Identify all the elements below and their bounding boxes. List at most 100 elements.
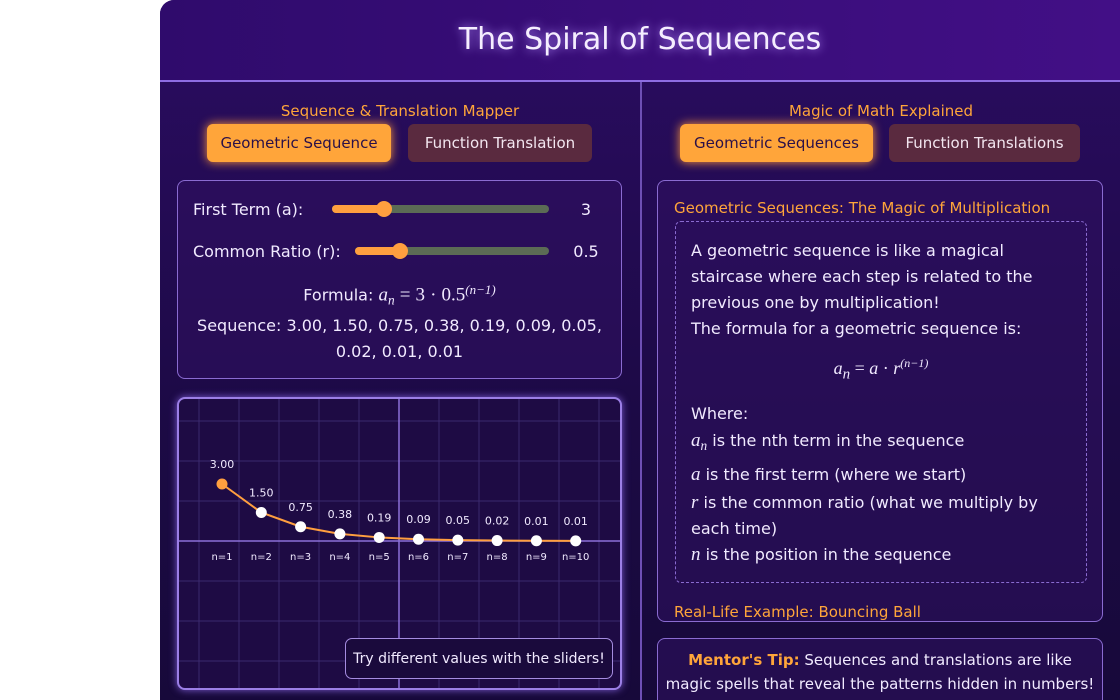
tip: Mentor's Tip: Sequences and translations… — [665, 648, 1095, 696]
sequence-term: 0.09 — [515, 316, 552, 335]
def-text: is the position in the sequence — [705, 545, 952, 565]
tab[interactable]: Geometric Sequences — [680, 124, 873, 162]
formula-symbol: a — [378, 284, 388, 306]
explainer-heading: Geometric Sequences: The Magic of Multip… — [674, 199, 1051, 217]
sequence-term: 0.19 — [469, 316, 506, 335]
value-label: 0.75 — [288, 501, 313, 514]
slider-fill — [355, 247, 400, 255]
value-label: 3.00 — [210, 458, 235, 471]
point — [530, 535, 542, 547]
def-symbol: a — [691, 430, 701, 451]
point — [295, 521, 307, 533]
slider-knob[interactable] — [376, 201, 392, 217]
def-text: is the nth term in the sequence — [712, 431, 965, 450]
formula: Formula: an = 3 · 0.5(n−1) — [177, 282, 622, 309]
point — [413, 533, 424, 545]
def-text: is the common ratio (what we multiply by… — [691, 493, 1038, 539]
sequence-separator: , — [413, 316, 424, 335]
formula-exponent: (n−1) — [900, 356, 929, 370]
sequence-term: 0.75 — [378, 316, 414, 335]
page-title: The Spiral of Sequences — [458, 22, 822, 57]
point — [491, 535, 503, 547]
sequence-separator: , — [551, 316, 562, 335]
point — [216, 478, 228, 490]
sequence-separator: , — [371, 342, 382, 361]
formula-equals: = — [399, 284, 411, 306]
sequence-term: 0.38 — [423, 316, 460, 335]
app: The Spiral of Sequences Sequence & Trans… — [160, 0, 1120, 700]
sequence-separator: , — [596, 316, 602, 335]
point — [334, 528, 346, 540]
slider-track[interactable] — [355, 247, 549, 255]
sequence-separator: , — [417, 342, 428, 361]
sequence-term: 0.01 — [427, 342, 464, 361]
formula-equals: = — [854, 358, 865, 378]
value-label: 0.09 — [406, 513, 431, 526]
x-tick-label: n=3 — [290, 552, 311, 563]
value-label: 0.01 — [524, 515, 549, 528]
x-tick-label: n=8 — [487, 552, 508, 563]
explainer-title: Magic of Math Explained — [788, 102, 973, 120]
value-label: 0.38 — [328, 508, 353, 521]
next-heading: Real-Life Example: Bouncing Ball — [674, 603, 921, 621]
sequence-separator: , — [322, 316, 333, 335]
formula-first: a — [869, 358, 879, 378]
mapper-title: Sequence & Translation Mapper — [280, 102, 520, 120]
x-tick-label: n=6 — [408, 552, 429, 563]
sequence-separator: , — [367, 316, 379, 335]
formula-r: 0.5 — [441, 284, 466, 306]
formula-exponent: (n−1) — [465, 282, 496, 297]
x-tick-label: n=5 — [369, 552, 390, 563]
controls-box — [177, 180, 622, 379]
chart: 3.00 n=1 1.50 n=2 0.75 n=3 0.38 n=4 0.19 n=5 0.09 n… — [179, 399, 620, 688]
formula-times: · — [430, 284, 437, 306]
definition: a is the first term (where we start) — [691, 462, 1071, 488]
value-label: 1.50 — [249, 487, 273, 500]
tab[interactable]: Geometric Sequence — [207, 124, 391, 162]
sequence-label: Sequence: — [197, 316, 282, 335]
definition: n is the position in the sequence — [691, 542, 1071, 568]
definition: r is the common ratio (what we multiply … — [691, 490, 1071, 542]
series-line — [221, 483, 576, 542]
slider-knob[interactable] — [392, 243, 408, 259]
def-symbol: n — [691, 544, 701, 566]
x-tick-label: n=7 — [447, 552, 468, 563]
point — [373, 531, 385, 543]
sequence-term: 1.50 — [332, 316, 368, 335]
def-subscript: n — [700, 438, 708, 454]
value-label: 0.01 — [563, 515, 588, 528]
tab[interactable]: Function Translation — [408, 124, 592, 162]
control-label: Common Ratio (r): — [193, 242, 341, 261]
header — [160, 0, 1120, 82]
formula-a: 3 — [415, 284, 426, 306]
formula-label: Formula: — [303, 285, 374, 305]
sequence-separator: , — [505, 316, 516, 335]
x-tick-label: n=9 — [526, 552, 547, 563]
control-label: First Term (a): — [193, 200, 304, 219]
definition: an is the nth term in the sequence — [691, 428, 1071, 459]
intro: A geometric sequence is like a magical s… — [691, 238, 1071, 342]
tab[interactable]: Function Translations — [889, 124, 1080, 162]
tip-label: Mentor's Tip: — [688, 651, 800, 669]
definitions: Where: an is the nth term in the sequenc… — [691, 401, 1071, 568]
intro-text: A geometric sequence is like a magical s… — [691, 241, 1033, 312]
control-value: 3 — [580, 200, 592, 219]
formula-times: · — [882, 358, 889, 378]
tip-box — [657, 638, 1103, 700]
sequence-term: 0.05 — [561, 316, 597, 335]
def-text: is the first term (where we start) — [705, 465, 967, 485]
sequence: Sequence: 3.00, 1.50, 0.75, 0.38, 0.19, … — [192, 313, 607, 365]
explainer-card — [675, 221, 1087, 583]
sequence-separator: , — [459, 316, 470, 335]
point — [255, 507, 267, 518]
control-value: 0.5 — [573, 242, 599, 261]
x-tick-label: n=4 — [329, 552, 350, 563]
x-tick-label: n=1 — [211, 552, 232, 563]
slider-track[interactable] — [332, 205, 549, 213]
sequence-term: 3.00 — [286, 316, 323, 335]
explainer-formula: an = a · r(n−1) — [675, 356, 1087, 384]
formula-subscript: n — [387, 292, 395, 308]
sequence-term: 0.02 — [335, 342, 372, 361]
tip-text: Sequences and translations are like magi… — [665, 651, 1095, 693]
